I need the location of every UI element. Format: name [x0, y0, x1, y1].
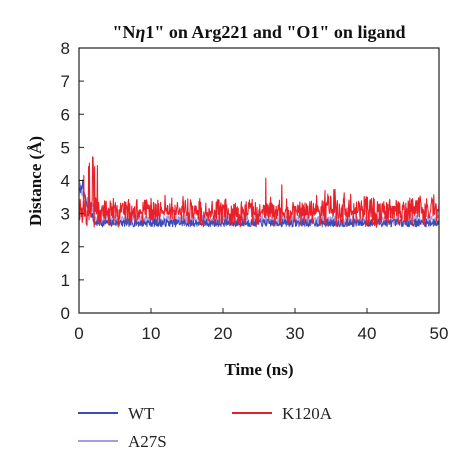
legend-item-a27s: A27S [78, 432, 167, 451]
legend-label-k120a: K120A [282, 404, 333, 423]
x-axis-title: Time (ns) [224, 360, 293, 379]
chart-title: "Nη1" on Arg221 and "O1" on ligand [113, 22, 406, 42]
y-tick-label: 3 [61, 205, 70, 224]
y-tick-label: 8 [61, 39, 70, 58]
series-line-k120a [78, 156, 440, 228]
legend-label-a27s: A27S [128, 432, 167, 451]
y-tick-label: 4 [61, 172, 70, 191]
plot-frame [78, 47, 440, 314]
axes: 0 1 2 3 4 5 6 7 8 0 10 20 30 40 50 [61, 39, 449, 343]
x-tick-label: 40 [358, 324, 377, 343]
x-tick-label: 0 [74, 324, 83, 343]
legend-item-wt: WT [78, 404, 155, 423]
legend: WT K120A A27S [78, 404, 333, 451]
plot-area [78, 156, 440, 228]
y-tick-label: 7 [61, 72, 70, 91]
y-tick-label: 2 [61, 238, 70, 257]
y-axis-title: Distance (Å) [26, 136, 45, 226]
y-tick-label: 6 [61, 105, 70, 124]
legend-item-k120a: K120A [232, 404, 333, 423]
x-tick-label: 20 [214, 324, 233, 343]
chart-title-part: 1" on Arg221 and "O1" on ligand [145, 22, 405, 42]
y-tick-label: 5 [61, 138, 70, 157]
legend-label-wt: WT [128, 404, 155, 423]
x-tick-label: 50 [430, 324, 449, 343]
x-tick-label: 30 [286, 324, 305, 343]
x-tick-label: 10 [142, 324, 161, 343]
chart-title-part: "N [113, 22, 136, 42]
y-tick-label: 1 [61, 271, 70, 290]
y-tick-label: 0 [61, 304, 70, 323]
chart-title-part: η [136, 22, 146, 42]
